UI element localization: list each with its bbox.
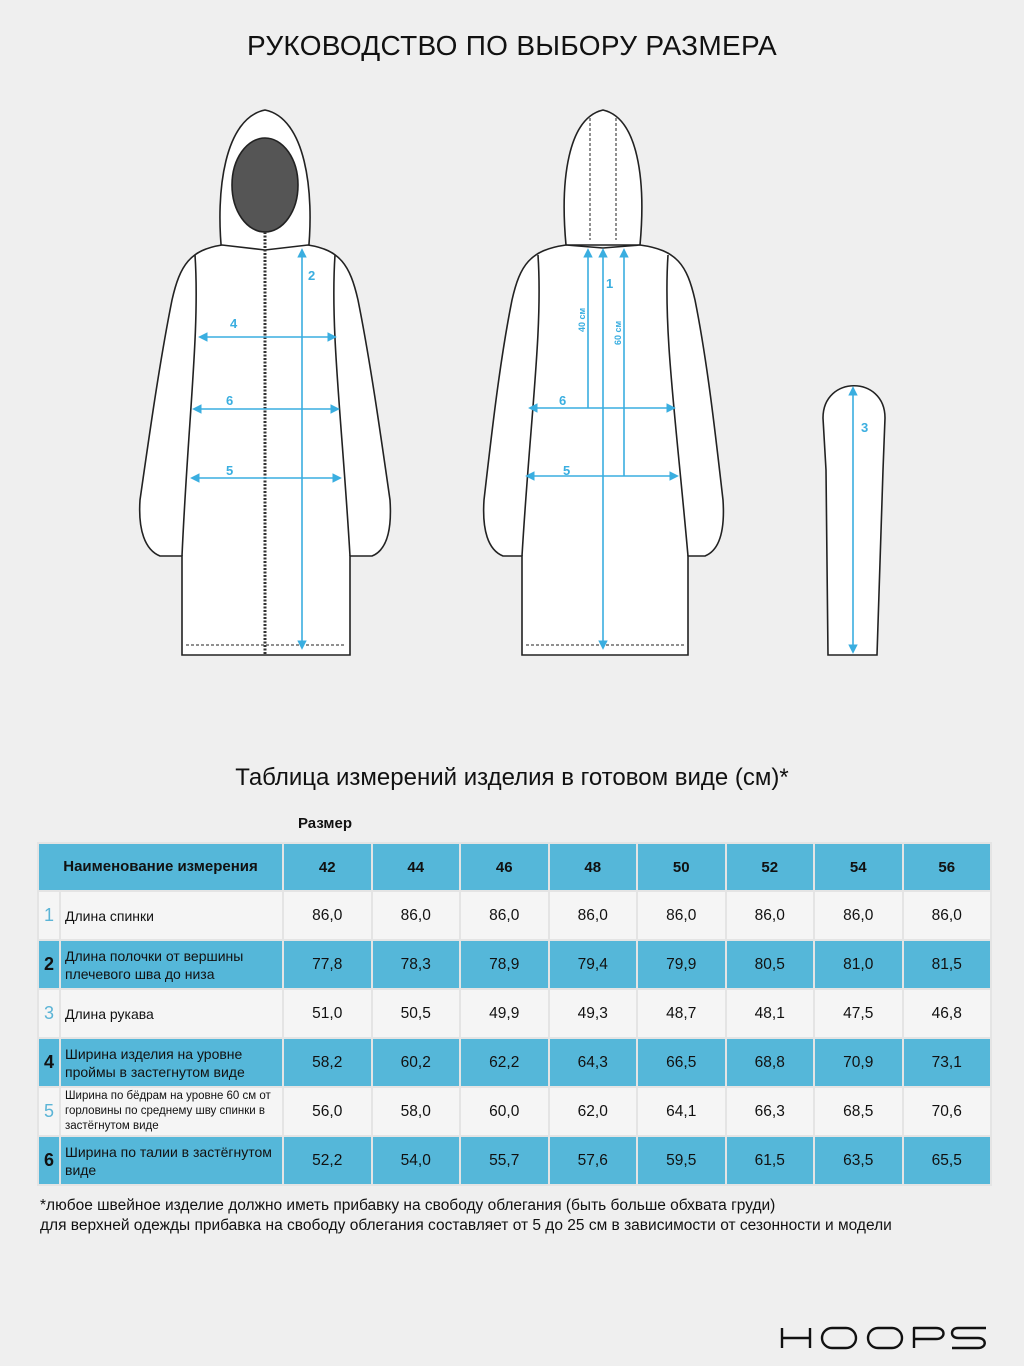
table-row: 6 Ширина по талии в застёгнутом виде 52,… <box>37 1135 992 1186</box>
row-label: Ширина изделия на уровне проймы в застег… <box>59 1037 284 1088</box>
footnote-line-2: для верхней одежды прибавка на свободу о… <box>40 1217 892 1234</box>
table-cell: 70,6 <box>901 1086 992 1137</box>
table-cell: 49,3 <box>547 988 638 1039</box>
table-cell: 49,9 <box>459 988 550 1039</box>
table-cell: 61,5 <box>724 1135 815 1186</box>
table-cell: 58,2 <box>282 1037 373 1088</box>
size-label: Размер <box>298 815 353 832</box>
table-cell: 78,9 <box>459 939 550 990</box>
size-56: 56 <box>901 842 992 892</box>
table-cell: 56,0 <box>282 1086 373 1137</box>
row-number: 3 <box>37 988 61 1039</box>
table-cell: 86,0 <box>813 890 904 941</box>
row-number: 5 <box>37 1086 61 1137</box>
table-cell: 77,8 <box>282 939 373 990</box>
row-label: Длина спинки <box>59 890 284 941</box>
sleeve-label-3: 3 <box>861 420 868 435</box>
row-label: Длина полочки от вершины плечевого шва д… <box>59 939 284 990</box>
size-52: 52 <box>724 842 815 892</box>
table-row: 2 Длина полочки от вершины плечевого шва… <box>37 939 992 990</box>
table-cell: 64,3 <box>547 1037 638 1088</box>
table-cell: 79,9 <box>636 939 727 990</box>
table-cell: 62,2 <box>459 1037 550 1088</box>
size-table: Наименование измерения 42 44 46 48 50 52… <box>37 842 992 1186</box>
back-label-5: 5 <box>563 463 570 478</box>
table-cell: 47,5 <box>813 988 904 1039</box>
table-cell: 68,5 <box>813 1086 904 1137</box>
table-row: 4 Ширина изделия на уровне проймы в заст… <box>37 1037 992 1088</box>
garment-diagram: 2 4 6 5 1 6 5 40 см 60 см 3 <box>138 109 886 656</box>
row-label: Длина рукава <box>59 988 284 1039</box>
row-number: 6 <box>37 1135 61 1186</box>
front-label-5: 5 <box>226 463 233 478</box>
size-44: 44 <box>370 842 461 892</box>
footnote-line-1: *любое швейное изделие должно иметь приб… <box>40 1197 776 1214</box>
table-cell: 86,0 <box>282 890 373 941</box>
size-48: 48 <box>547 842 638 892</box>
table-cell: 66,3 <box>724 1086 815 1137</box>
table-cell: 86,0 <box>370 890 461 941</box>
sleeve-view <box>822 385 886 656</box>
table-cell: 78,3 <box>370 939 461 990</box>
table-row: 5 Ширина по бёдрам на уровне 60 см от го… <box>37 1086 992 1137</box>
table-cell: 79,4 <box>547 939 638 990</box>
table-cell: 57,6 <box>547 1135 638 1186</box>
row-label: Ширина по бёдрам на уровне 60 см от горл… <box>59 1086 284 1137</box>
table-cell: 48,1 <box>724 988 815 1039</box>
table-cell: 86,0 <box>459 890 550 941</box>
table-cell: 60,0 <box>459 1086 550 1137</box>
table-cell: 64,1 <box>636 1086 727 1137</box>
table-cell: 48,7 <box>636 988 727 1039</box>
row-number: 4 <box>37 1037 61 1088</box>
page-title: РУКОВОДСТВО ПО ВЫБОРУ РАЗМЕРА <box>246 30 778 61</box>
hoops-logo <box>780 1326 986 1350</box>
table-cell: 70,9 <box>813 1037 904 1088</box>
footnote: *любое швейное изделие должно иметь приб… <box>40 1196 892 1236</box>
table-row: 3 Длина рукава 51,0 50,5 49,9 49,3 48,7 … <box>37 988 992 1039</box>
back-label-6: 6 <box>559 393 566 408</box>
table-cell: 86,0 <box>636 890 727 941</box>
hood-opening <box>231 137 299 233</box>
back-dim-60: 60 см <box>613 320 623 345</box>
front-label-6: 6 <box>226 393 233 408</box>
front-view <box>138 109 392 656</box>
size-54: 54 <box>813 842 904 892</box>
row-number: 2 <box>37 939 61 990</box>
table-cell: 50,5 <box>370 988 461 1039</box>
table-cell: 86,0 <box>724 890 815 941</box>
size-46: 46 <box>459 842 550 892</box>
size-42: 42 <box>282 842 373 892</box>
table-cell: 80,5 <box>724 939 815 990</box>
table-cell: 81,5 <box>901 939 992 990</box>
table-cell: 58,0 <box>370 1086 461 1137</box>
table-cell: 86,0 <box>901 890 992 941</box>
back-dim-40: 40 см <box>577 307 587 332</box>
table-cell: 59,5 <box>636 1135 727 1186</box>
table-cell: 51,0 <box>282 988 373 1039</box>
size-50: 50 <box>636 842 727 892</box>
table-cell: 66,5 <box>636 1037 727 1088</box>
table-title: Таблица измерений изделия в готовом виде… <box>235 764 789 791</box>
table-cell: 60,2 <box>370 1037 461 1088</box>
table-cell: 55,7 <box>459 1135 550 1186</box>
row-number: 1 <box>37 890 61 941</box>
front-label-2: 2 <box>308 268 315 283</box>
table-cell: 52,2 <box>282 1135 373 1186</box>
table-cell: 68,8 <box>724 1037 815 1088</box>
back-label-1: 1 <box>606 276 613 291</box>
table-cell: 86,0 <box>547 890 638 941</box>
table-cell: 46,8 <box>901 988 992 1039</box>
measurement-name-header: Наименование измерения <box>37 842 284 892</box>
table-row: 1 Длина спинки 86,0 86,0 86,0 86,0 86,0 … <box>37 890 992 941</box>
table-cell: 73,1 <box>901 1037 992 1088</box>
table-cell: 81,0 <box>813 939 904 990</box>
table-cell: 65,5 <box>901 1135 992 1186</box>
front-label-4: 4 <box>230 316 238 331</box>
table-cell: 63,5 <box>813 1135 904 1186</box>
table-cell: 62,0 <box>547 1086 638 1137</box>
table-cell: 54,0 <box>370 1135 461 1186</box>
size-header-row: Наименование измерения 42 44 46 48 50 52… <box>37 842 992 892</box>
row-label: Ширина по талии в застёгнутом виде <box>59 1135 284 1186</box>
